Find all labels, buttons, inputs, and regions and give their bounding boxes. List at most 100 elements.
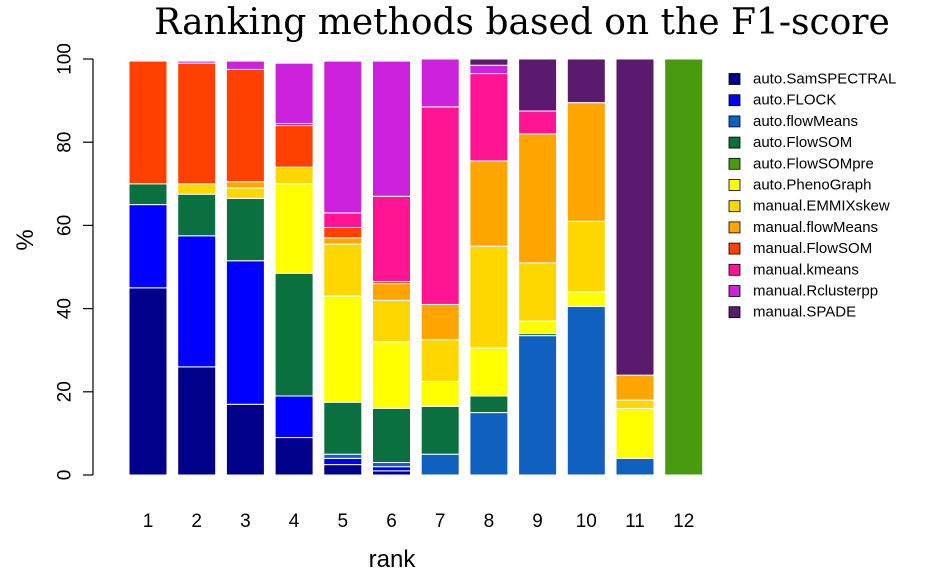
bar-stack-rank-12 (664, 58, 704, 476)
bar-stack-rank-1 (128, 60, 168, 476)
bar-stack-rank-3 (225, 60, 265, 476)
bar-segment-auto-SamSPECTRAL-rank-3 (225, 403, 265, 476)
legend-label: auto.FlowSOM (753, 134, 852, 151)
bar-segment-manual-SPADE-rank-10 (566, 58, 606, 104)
legend-label: auto.FLOCK (753, 92, 836, 109)
bar-segment-auto-FlowSOM-rank-3 (225, 197, 265, 262)
x-tick-label: 3 (240, 511, 251, 532)
bar-segment-manual-SPADE-rank-8 (469, 58, 509, 66)
bar-segment-manual-EMMIXskew-rank-6 (372, 299, 411, 343)
bar-segment-manual-EMMIXskew-rank-11 (615, 399, 655, 409)
bar-stack-rank-9 (518, 58, 558, 476)
y-tick-label: 80 (55, 132, 76, 153)
bar-segment-manual-kmeans-rank-8 (469, 73, 509, 162)
bar-segment-manual-Rclusterpp-rank-8 (469, 64, 509, 75)
bar-segment-manual-FlowSOM-rank-4 (274, 125, 314, 168)
bar-segment-auto-FLOCK-rank-3 (225, 260, 265, 405)
x-tick-label: 5 (338, 511, 349, 532)
legend-item: auto.FlowSOM (728, 134, 852, 151)
bar-stack-rank-4 (274, 62, 314, 476)
bar-segment-auto-PhenoGraph-rank-9 (518, 320, 558, 335)
bar-segment-auto-flowMeans-rank-11 (615, 457, 655, 476)
bar-segment-manual-EMMIXskew-rank-5 (323, 243, 363, 297)
legend-swatch (728, 200, 741, 213)
bar-segment-manual-kmeans-rank-9 (518, 110, 558, 135)
bar-segment-manual-kmeans-rank-7 (420, 106, 460, 305)
bar-stack-rank-11 (615, 58, 655, 476)
legend-item: auto.PhenoGraph (728, 177, 871, 194)
bar-segment-manual-EMMIXskew-rank-3 (225, 187, 265, 199)
bar-segment-auto-flowMeans-rank-5 (323, 453, 363, 459)
bar-segment-manual-SPADE-rank-11 (615, 58, 655, 376)
bar-segment-auto-FlowSOM-rank-2 (177, 193, 217, 237)
bar-segment-auto-flowMeans-rank-10 (566, 306, 606, 476)
bar-segment-manual-EMMIXskew-rank-4 (274, 166, 314, 185)
bar-segment-manual-Rclusterpp-rank-3 (225, 60, 265, 70)
legend-swatch (728, 306, 741, 319)
bar-segment-manual-flowMeans-rank-5 (323, 237, 363, 245)
x-axis: 1 2 3 4 5 6 7 8 9 10 11 12 (143, 511, 695, 532)
legend-item: manual.FlowSOM (728, 240, 872, 257)
legend-label: manual.flowMeans (753, 219, 878, 236)
bar-segment-auto-FlowSOM-rank-8 (469, 395, 509, 414)
bar-segment-auto-FLOCK-rank-5 (323, 457, 363, 466)
bar-segment-manual-FlowSOM-rank-3 (225, 68, 265, 183)
legend-swatch (728, 179, 741, 191)
bar-segment-manual-FlowSOM-rank-2 (177, 62, 217, 185)
x-tick-label: 1 (143, 511, 154, 532)
bar-segment-auto-PhenoGraph-rank-5 (323, 295, 363, 403)
y-tick-label: 0 (55, 470, 76, 481)
bars (128, 58, 704, 476)
bar-segment-auto-SamSPECTRAL-rank-2 (177, 366, 217, 476)
bar-segment-manual-kmeans-rank-6 (372, 195, 411, 283)
legend-item: manual.kmeans (728, 261, 859, 278)
bar-segment-manual-flowMeans-rank-7 (420, 303, 460, 341)
legend-swatch (728, 157, 741, 170)
bar-segment-auto-PhenoGraph-rank-11 (615, 407, 655, 459)
legend-label: auto.SamSPECTRAL (753, 71, 896, 88)
bar-segment-auto-PhenoGraph-rank-4 (274, 183, 314, 274)
x-tick-label: 4 (289, 511, 300, 532)
bar-segment-auto-flowMeans-rank-6 (372, 462, 411, 468)
bar-segment-manual-EMMIXskew-rank-2 (177, 183, 217, 195)
bar-segment-auto-FlowSOMpre-rank-12 (664, 58, 704, 476)
bar-segment-manual-kmeans-rank-5 (323, 212, 363, 228)
legend-label: manual.EMMIXskew (753, 198, 890, 215)
bar-segment-manual-EMMIXskew-rank-9 (518, 262, 558, 322)
bar-segment-auto-FLOCK-rank-2 (177, 235, 217, 368)
legend-item: auto.FlowSOMpre (728, 155, 874, 172)
bar-segment-manual-flowMeans-rank-11 (615, 374, 655, 401)
bar-segment-manual-flowMeans-rank-8 (469, 160, 509, 247)
bar-segment-auto-PhenoGraph-rank-10 (566, 291, 606, 308)
y-tick-label: 100 (55, 43, 76, 75)
legend-label: manual.FlowSOM (753, 240, 872, 257)
bar-segment-auto-PhenoGraph-rank-7 (420, 380, 460, 407)
y-axis: 0 20 40 60 80 100 (55, 43, 94, 480)
legend-item: auto.FLOCK (728, 92, 836, 109)
bar-segment-auto-flowMeans-rank-8 (469, 412, 509, 476)
bar-segment-manual-EMMIXskew-rank-10 (566, 220, 606, 293)
bar-stack-rank-7 (420, 58, 460, 476)
bar-segment-auto-FlowSOM-rank-5 (323, 401, 363, 455)
bar-segment-auto-SamSPECTRAL-rank-5 (323, 464, 363, 476)
x-tick-label: 8 (484, 511, 495, 532)
x-tick-label: 11 (625, 511, 645, 532)
bar-segment-auto-SamSPECTRAL-rank-1 (128, 287, 168, 476)
bar-segment-auto-flowMeans-rank-9 (518, 335, 558, 476)
legend-label: manual.kmeans (753, 261, 859, 278)
bar-segment-auto-SamSPECTRAL-rank-4 (274, 437, 314, 476)
y-tick-label: 40 (55, 298, 76, 319)
legend-swatch (728, 263, 741, 276)
bar-segment-manual-Rclusterpp-rank-4 (274, 62, 314, 124)
bar-segment-manual-Rclusterpp-rank-7 (420, 58, 460, 108)
bar-segment-auto-FLOCK-rank-6 (372, 466, 411, 472)
legend-swatch (728, 136, 741, 149)
bar-segment-auto-FlowSOM-rank-1 (128, 183, 168, 206)
bar-segment-manual-FlowSOM-rank-5 (323, 226, 363, 239)
legend-item: manual.SPADE (728, 304, 856, 321)
legend-label: auto.flowMeans (753, 113, 858, 130)
legend-item: auto.SamSPECTRAL (728, 71, 896, 88)
legend-swatch (728, 115, 741, 128)
legend-label: auto.PhenoGraph (753, 177, 871, 194)
